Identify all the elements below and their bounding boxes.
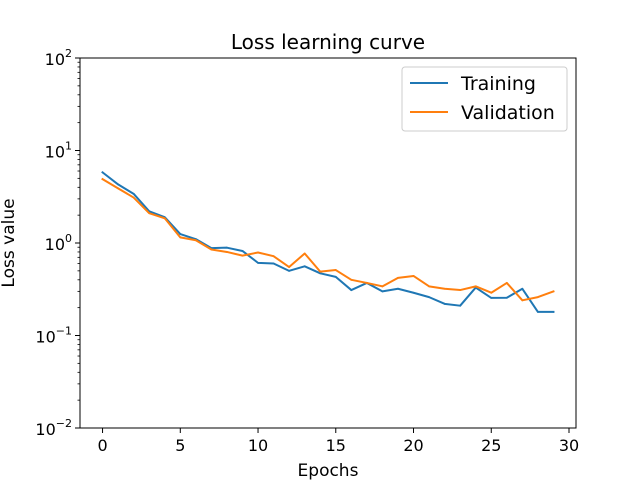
- data-point-validation-7: [210, 248, 213, 251]
- data-point-training-11: [272, 262, 275, 265]
- data-point-validation-17: [365, 282, 368, 284]
- y-axis: 10−2 10−1 100 101 102: [35, 47, 80, 439]
- data-point-training-13: [303, 265, 306, 268]
- data-point-validation-8: [226, 251, 228, 253]
- data-point-training-10: [257, 261, 259, 264]
- data-point-training-15: [334, 276, 337, 278]
- data-point-training-9: [241, 250, 244, 252]
- data-point-training-19: [397, 287, 399, 290]
- data-point-validation-12: [288, 266, 291, 268]
- data-point-validation-25: [490, 291, 493, 294]
- data-point-training-26: [505, 296, 508, 299]
- data-point-validation-0: [101, 178, 104, 181]
- data-point-validation-16: [350, 278, 353, 281]
- data-point-validation-14: [319, 270, 322, 273]
- data-point-training-29: [552, 310, 555, 313]
- data-point-validation-28: [537, 296, 539, 299]
- data-point-training-8: [226, 246, 228, 249]
- x-tick-label-20: 20: [403, 436, 423, 455]
- data-point-validation-2: [132, 196, 135, 199]
- plot-lines: [101, 170, 555, 313]
- x-tick-label-25: 25: [481, 436, 501, 455]
- data-point-training-23: [459, 304, 462, 307]
- legend: Training Validation: [401, 66, 568, 132]
- data-point-training-21: [428, 296, 430, 299]
- x-axis: 0 5 10 15 20 25 30: [97, 428, 579, 455]
- data-point-validation-15: [334, 269, 337, 271]
- data-point-training-12: [288, 269, 291, 272]
- data-point-validation-9: [241, 254, 244, 257]
- data-point-validation-4: [163, 217, 166, 220]
- data-point-validation-19: [397, 276, 399, 279]
- data-point-validation-11: [272, 255, 275, 258]
- y-tick-label-−1: 10−1: [35, 325, 72, 347]
- data-point-training-18: [381, 290, 384, 293]
- data-point-validation-5: [179, 236, 182, 239]
- data-point-validation-29: [552, 290, 555, 293]
- x-tick-label-15: 15: [326, 436, 346, 455]
- data-point-validation-6: [194, 239, 197, 242]
- data-point-validation-18: [381, 285, 384, 288]
- chart-title: Loss learning curve: [231, 30, 425, 54]
- data-point-validation-13: [303, 252, 306, 255]
- data-point-training-2: [132, 192, 135, 195]
- x-tick-label-0: 0: [97, 436, 107, 455]
- data-point-training-5: [179, 233, 182, 235]
- data-point-training-28: [537, 310, 539, 313]
- legend-label-validation: Validation: [461, 102, 555, 124]
- data-point-training-22: [443, 302, 446, 305]
- data-point-validation-22: [443, 287, 446, 290]
- x-tick-label-10: 10: [248, 436, 268, 455]
- data-point-validation-24: [474, 285, 477, 288]
- y-tick-label-1: 101: [45, 140, 72, 162]
- data-point-validation-1: [117, 187, 119, 190]
- data-point-training-16: [350, 289, 353, 291]
- data-point-training-0: [101, 171, 104, 174]
- x-tick-label-5: 5: [175, 436, 185, 455]
- data-point-training-25: [490, 297, 493, 299]
- data-point-validation-26: [505, 282, 508, 284]
- legend-label-training: Training: [460, 73, 536, 95]
- data-point-training-20: [412, 291, 415, 294]
- y-axis-label: Loss value: [0, 198, 19, 287]
- x-axis-label: Epochs: [298, 461, 359, 480]
- data-point-training-14: [319, 272, 322, 275]
- y-tick-label-−2: 10−2: [35, 417, 72, 439]
- x-tick-label-30: 30: [559, 436, 579, 455]
- data-point-validation-27: [521, 299, 524, 302]
- y-tick-label-2: 102: [45, 47, 72, 69]
- data-point-validation-10: [257, 251, 259, 254]
- data-point-validation-3: [148, 212, 151, 215]
- y-tick-label-0: 100: [45, 232, 72, 254]
- series-line-training: [101, 170, 555, 313]
- data-point-training-1: [117, 183, 119, 186]
- data-point-validation-23: [459, 289, 462, 291]
- data-point-validation-21: [428, 285, 430, 288]
- series-line-validation: [101, 177, 555, 302]
- data-point-training-27: [521, 287, 524, 290]
- data-point-validation-20: [412, 275, 415, 277]
